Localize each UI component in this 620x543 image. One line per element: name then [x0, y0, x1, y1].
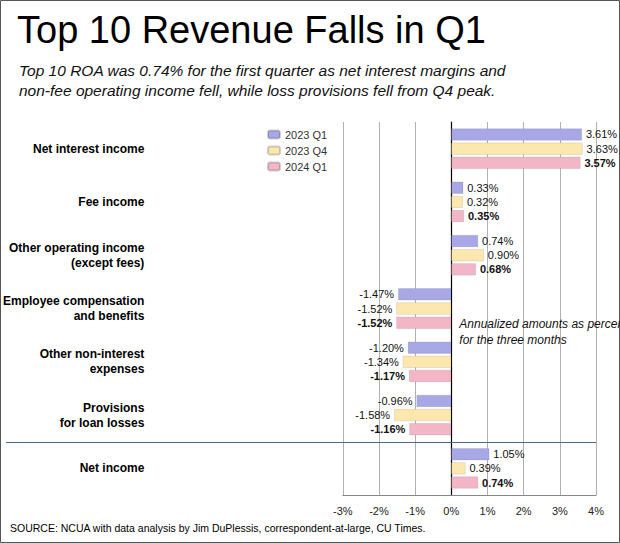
svg-text:expenses: expenses — [90, 362, 145, 376]
svg-text:(except fees): (except fees) — [71, 256, 144, 270]
svg-text:-1.17%: -1.17% — [370, 370, 405, 382]
svg-text:Employee compensation: Employee compensation — [3, 294, 144, 308]
svg-text:SOURCE: NCUA with data analysi: SOURCE: NCUA with data analysis by Jim D… — [10, 522, 425, 534]
svg-text:Net interest income: Net interest income — [33, 142, 145, 156]
svg-text:-1.47%: -1.47% — [359, 288, 394, 300]
svg-text:3%: 3% — [552, 505, 568, 517]
svg-text:for loan losses: for loan losses — [60, 416, 145, 430]
svg-text:Other non-interest: Other non-interest — [40, 347, 145, 361]
svg-text:-0.96%: -0.96% — [378, 395, 413, 407]
svg-text:Provisions: Provisions — [83, 401, 145, 415]
svg-text:-1%: -1% — [405, 505, 425, 517]
svg-text:3.63%: 3.63% — [587, 143, 618, 155]
svg-text:-1.58%: -1.58% — [355, 409, 390, 421]
svg-text:-1.34%: -1.34% — [364, 356, 399, 368]
svg-text:1%: 1% — [480, 505, 496, 517]
svg-text:0.90%: 0.90% — [488, 249, 519, 261]
svg-text:0.68%: 0.68% — [480, 263, 511, 275]
svg-text:-1.16%: -1.16% — [370, 423, 405, 435]
svg-text:0.32%: 0.32% — [467, 196, 498, 208]
svg-text:3.61%: 3.61% — [586, 128, 617, 140]
svg-text:0.74%: 0.74% — [482, 477, 513, 489]
svg-text:2024 Q1: 2024 Q1 — [285, 161, 327, 173]
svg-text:2023 Q4: 2023 Q4 — [285, 145, 327, 157]
svg-text:non-fee operating income fell,: non-fee operating income fell, while los… — [19, 82, 495, 99]
svg-text:-1.20%: -1.20% — [369, 342, 404, 354]
svg-text:Top 10 ROA was 0.74% for the f: Top 10 ROA was 0.74% for the first quart… — [19, 62, 507, 79]
svg-text:-2%: -2% — [369, 505, 389, 517]
svg-text:-3%: -3% — [333, 505, 353, 517]
svg-text:4%: 4% — [588, 505, 604, 517]
svg-text:0.39%: 0.39% — [469, 462, 500, 474]
svg-text:and benefits: and benefits — [74, 309, 145, 323]
svg-text:Other operating income: Other operating income — [9, 241, 145, 255]
svg-text:-1.52%: -1.52% — [357, 317, 392, 329]
svg-text:2%: 2% — [516, 505, 532, 517]
svg-text:0.33%: 0.33% — [467, 182, 498, 194]
svg-text:0.35%: 0.35% — [468, 210, 499, 222]
svg-text:Top 10 Revenue Falls in Q1: Top 10 Revenue Falls in Q1 — [17, 9, 486, 51]
svg-text:Annualized amounts as percent: Annualized amounts as percent of average… — [458, 317, 620, 331]
svg-text:3.57%: 3.57% — [584, 157, 615, 169]
svg-text:1.05%: 1.05% — [493, 448, 524, 460]
svg-text:0.74%: 0.74% — [482, 235, 513, 247]
svg-text:-1.52%: -1.52% — [357, 303, 392, 315]
svg-text:0%: 0% — [443, 505, 459, 517]
svg-text:Fee income: Fee income — [78, 195, 144, 209]
svg-text:2023 Q1: 2023 Q1 — [285, 129, 327, 141]
svg-text:Net income: Net income — [80, 461, 145, 475]
svg-text:for the three months: for the three months — [459, 333, 566, 347]
